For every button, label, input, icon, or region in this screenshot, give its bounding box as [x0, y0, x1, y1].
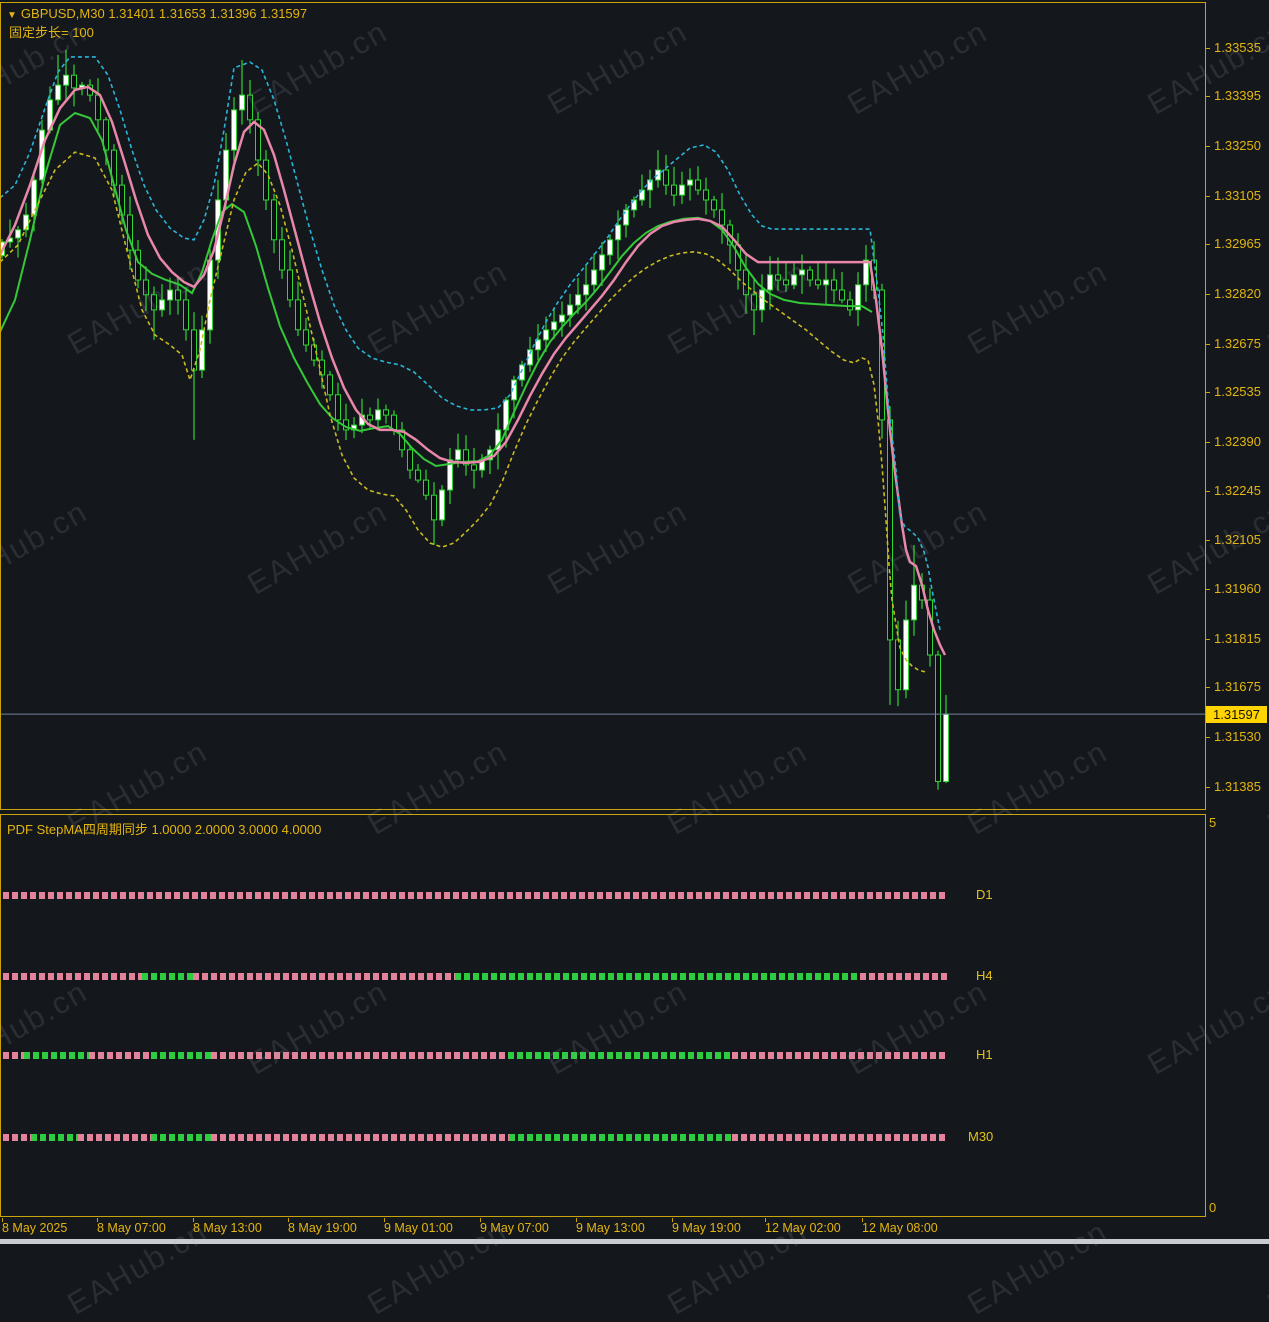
- tf-row-label-h4: H4: [976, 968, 993, 983]
- price-tick-label: 1.33250: [1214, 138, 1261, 153]
- time-label: 9 May 01:00: [384, 1221, 453, 1235]
- tf-row-h1-green-segment: [508, 1052, 732, 1059]
- time-label: 9 May 07:00: [480, 1221, 549, 1235]
- price-axis[interactable]: 1.33535 1.33395 1.33250 1.33105 1.32965 1.328…: [1205, 0, 1269, 1218]
- chevron-down-icon: ▼: [7, 10, 17, 21]
- price-tick-label: 1.32820: [1214, 286, 1261, 301]
- main-chart-panel[interactable]: ▼ GBPUSD,M30 1.31401 1.31653 1.31396 1.31…: [0, 2, 1206, 810]
- price-tick: [1205, 244, 1210, 245]
- price-tick: [1205, 294, 1210, 295]
- tf-row-h4-pink-segment: [860, 973, 948, 980]
- tf-row-h4-green-segment: [455, 973, 860, 980]
- price-tick-label: 1.31815: [1214, 631, 1261, 646]
- price-tick-label: 1.31675: [1214, 679, 1261, 694]
- time-label: 8 May 2025: [2, 1221, 68, 1235]
- tf-row-label-h1: H1: [976, 1047, 993, 1062]
- indicator-panel[interactable]: D1 H4 H1 M30 PDF StepMA四周期同步 1.0000 2.0000 …: [0, 814, 1206, 1217]
- price-tick-label: 1.31385: [1214, 779, 1261, 794]
- time-tick: [862, 1218, 863, 1222]
- time-tick: [480, 1218, 481, 1222]
- tf-row-label-m30: M30: [968, 1129, 994, 1144]
- price-tick-label: 1.32105: [1214, 532, 1261, 547]
- tf-row-h1-pink-segment: [732, 1052, 948, 1059]
- price-tick: [1205, 392, 1210, 393]
- indicator-title: PDF StepMA四周期同步 1.0000 2.0000 3.0000 4.0…: [7, 822, 322, 837]
- tf-row-h1-green-segment: [24, 1052, 89, 1059]
- tf-row-h1-green-segment: [151, 1052, 211, 1059]
- price-tick: [1205, 96, 1210, 97]
- price-tick-label: 1.33105: [1214, 188, 1261, 203]
- price-tick: [1205, 639, 1210, 640]
- tf-row-h4-pink-segment: [193, 973, 455, 980]
- tf-row-h1-pink-segment: [89, 1052, 151, 1059]
- tf-row-m30-pink-segment: [211, 1134, 509, 1141]
- price-tick: [1205, 687, 1210, 688]
- price-tick: [1205, 737, 1210, 738]
- time-label: 8 May 07:00: [97, 1221, 166, 1235]
- tf-row-m30-green-segment: [151, 1134, 211, 1141]
- chart-title: ▼ GBPUSD,M30 1.31401 1.31653 1.31396 1.31…: [7, 6, 307, 21]
- time-label: 12 May 08:00: [862, 1221, 938, 1235]
- price-tick: [1205, 540, 1210, 541]
- price-tick-label: 1.32535: [1214, 384, 1261, 399]
- price-tick-label: 1.33535: [1214, 40, 1261, 55]
- tf-row-m30-pink-segment: [732, 1134, 948, 1141]
- time-label: 8 May 13:00: [193, 1221, 262, 1235]
- price-tick: [1205, 48, 1210, 49]
- band-lower-yellow-line: [1, 151, 926, 673]
- bottom-edge-strip: [0, 1239, 1269, 1244]
- price-tick: [1205, 344, 1210, 345]
- time-label: 12 May 02:00: [765, 1221, 841, 1235]
- tf-row-h1-pink-segment: [211, 1052, 508, 1059]
- price-tick: [1205, 491, 1210, 492]
- tf-row-label-d1: D1: [976, 887, 993, 902]
- tf-row-d1-pink-segment: [3, 892, 948, 899]
- candles-layer: [1, 49, 949, 790]
- price-tick-label: 1.32965: [1214, 236, 1261, 251]
- tf-row-m30-pink-segment: [78, 1134, 151, 1141]
- tf-row-m30-pink-segment: [3, 1134, 31, 1141]
- time-tick: [384, 1218, 385, 1222]
- price-tick-label: 1.32245: [1214, 483, 1261, 498]
- current-price-badge: 1.31597: [1206, 706, 1267, 723]
- tf-row-h4-pink-segment: [3, 973, 142, 980]
- time-label: 8 May 19:00: [288, 1221, 357, 1235]
- price-tick: [1205, 787, 1210, 788]
- time-tick: [2, 1218, 3, 1222]
- time-tick: [576, 1218, 577, 1222]
- time-label: 9 May 13:00: [576, 1221, 645, 1235]
- time-axis[interactable]: 8 May 2025 8 May 07:00 8 May 13:00 8 May 19…: [0, 1218, 1269, 1239]
- band-upper-cyan-line: [1, 56, 941, 631]
- time-tick: [288, 1218, 289, 1222]
- time-tick: [97, 1218, 98, 1222]
- price-tick-label: 1.32390: [1214, 434, 1261, 449]
- tf-row-m30-green-segment: [31, 1134, 78, 1141]
- price-tick-label: 1.33395: [1214, 88, 1261, 103]
- indicator-scale-bottom: 0: [1209, 1200, 1217, 1215]
- time-tick: [193, 1218, 194, 1222]
- price-tick-label: 1.31530: [1214, 729, 1261, 744]
- indicator-scale-top: 5: [1209, 815, 1217, 830]
- tf-row-m30-green-segment: [509, 1134, 732, 1141]
- time-tick: [672, 1218, 673, 1222]
- price-tick-label: 1.32675: [1214, 336, 1261, 351]
- tf-row-h1-pink-segment: [3, 1052, 24, 1059]
- price-tick: [1205, 442, 1210, 443]
- time-label: 9 May 19:00: [672, 1221, 741, 1235]
- price-tick: [1205, 196, 1210, 197]
- indicator-step-label: 固定步长= 100: [9, 25, 94, 40]
- stepma-pink-line: [1, 85, 947, 656]
- main-chart-canvas[interactable]: [0, 2, 1205, 810]
- price-tick: [1205, 589, 1210, 590]
- price-tick: [1205, 146, 1210, 147]
- time-tick: [765, 1218, 766, 1222]
- tf-row-h4-green-segment: [142, 973, 193, 980]
- symbol-ohlc-text: GBPUSD,M30 1.31401 1.31653 1.31396 1.315…: [20, 6, 308, 21]
- price-tick-label: 1.31960: [1214, 581, 1261, 596]
- stepma-green-line: [1, 111, 873, 468]
- indicator-canvas[interactable]: D1 H4 H1 M30: [1, 815, 1205, 1216]
